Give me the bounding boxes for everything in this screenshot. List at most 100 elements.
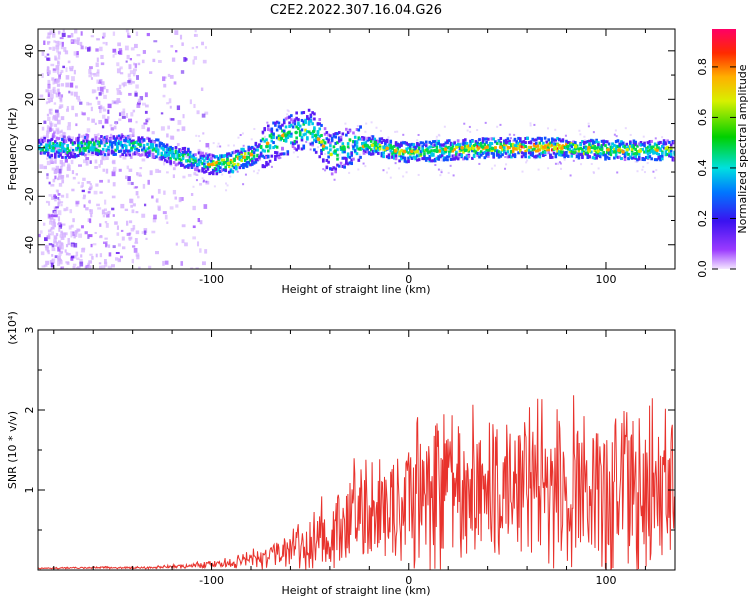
heatmap-noise-cell <box>244 173 247 176</box>
heatmap-ridge-cell <box>240 147 243 151</box>
heatmap-ridge-cell <box>291 125 295 129</box>
heatmap-noise-cell <box>107 116 110 120</box>
snr-xtick-label: 0 <box>405 574 412 587</box>
heatmap-ridge-cell <box>77 136 80 140</box>
heatmap-ridge-cell <box>664 152 668 156</box>
heatmap-noise-cell <box>77 99 81 102</box>
heatmap-noise-cell <box>50 214 54 219</box>
heatmap-ridge-cell <box>513 144 517 148</box>
heatmap-ridge-cell <box>643 141 646 145</box>
heatmap-noise-cell <box>354 134 357 137</box>
heatmap-noise-cell <box>597 167 600 170</box>
heatmap-noise-cell <box>86 101 90 106</box>
heatmap-noise-cell <box>130 112 134 117</box>
heatmap-noise-cell <box>333 178 336 181</box>
heatmap-ridge-cell <box>247 160 251 164</box>
heatmap-ridge-cell <box>103 135 107 139</box>
heatmap-noise-cell <box>76 95 80 100</box>
heatmap-ridge-cell <box>504 143 508 147</box>
heatmap-noise-cell <box>170 118 175 121</box>
heatmap-noise-cell <box>100 81 105 86</box>
heatmap-noise-cell <box>70 32 74 38</box>
heatmap-ridge-cell <box>565 146 568 150</box>
heatmap-ridge-cell <box>483 156 487 160</box>
heatmap-ridge-cell <box>82 152 85 156</box>
heatmap-ridge-cell <box>605 140 609 144</box>
heatmap-ridge-cell <box>178 150 181 154</box>
heatmap-ridge-cell <box>424 156 428 160</box>
heatmap-noise-cell <box>152 58 156 63</box>
heatmap-ridge-cell <box>536 136 540 140</box>
heatmap-ridge-cell <box>323 127 327 131</box>
heatmap-ridge-cell <box>188 155 192 159</box>
heatmap-ridge-cell <box>400 143 403 147</box>
heatmap-noise-cell <box>92 243 97 246</box>
heatmap-ridge-cell <box>538 136 542 140</box>
heatmap-ridge-cell <box>174 149 178 153</box>
heatmap-ridge-cell <box>648 155 652 159</box>
heatmap-peak <box>464 148 468 152</box>
heatmap-noise-cell <box>202 132 205 135</box>
heatmap-noise-cell <box>71 76 75 82</box>
heatmap-ridge-cell <box>435 157 439 161</box>
heatmap-noise-cell <box>192 225 196 229</box>
heatmap-noise-cell <box>119 50 123 55</box>
heatmap-noise-cell <box>55 138 59 142</box>
heatmap-ridge-cell <box>309 115 313 119</box>
heatmap-ridge-cell <box>558 153 561 157</box>
heatmap-noise-cell <box>193 34 197 37</box>
heatmap-ridge-cell <box>339 138 343 142</box>
heatmap-noise-cell <box>169 135 174 140</box>
heatmap-noise-cell <box>130 181 134 186</box>
heatmap-ridge-cell <box>169 145 172 149</box>
heatmap-noise-cell <box>63 132 67 135</box>
heatmap-ridge-cell <box>114 142 117 146</box>
heatmap-peak <box>333 149 337 153</box>
heatmap-ridge-cell <box>245 161 249 165</box>
heatmap-ridge-cell <box>137 142 140 146</box>
heatmap-ridge-cell <box>636 158 639 162</box>
heatmap-ridge-cell <box>321 139 325 143</box>
heatmap-noise-cell <box>163 190 166 195</box>
heatmap-ridge-cell <box>50 145 54 149</box>
heatmap-ridge-cell <box>499 151 503 155</box>
heatmap-ridge-cell <box>572 140 575 144</box>
heatmap-noise-cell <box>193 172 197 176</box>
heatmap-ridge-cell <box>598 151 602 155</box>
heatmap-ridge-cell <box>314 136 318 140</box>
heatmap-ridge-cell <box>151 155 155 159</box>
heatmap-ridge-cell <box>85 139 89 143</box>
heatmap-ridge-cell <box>510 150 513 154</box>
heatmap-ridge-cell <box>604 140 607 144</box>
heatmap-noise-cell <box>73 69 76 75</box>
heatmap-ridge-cell <box>55 143 59 147</box>
heatmap-noise-cell <box>337 156 340 159</box>
heatmap-noise-cell <box>75 39 79 45</box>
heatmap-ridge-cell <box>391 145 394 149</box>
heatmap-ridge-cell <box>380 153 384 157</box>
heatmap-ridge-cell <box>414 157 417 161</box>
heatmap-noise-cell <box>55 40 58 44</box>
heatmap-ridge-cell <box>288 115 291 119</box>
heatmap-ridge-cell <box>666 152 669 156</box>
heatmap-noise-cell <box>504 167 507 170</box>
heatmap-ridge-cell <box>318 118 322 122</box>
heatmap-ridge-cell <box>563 155 566 159</box>
heatmap-ridge-cell <box>361 136 364 140</box>
heatmap-ridge-cell <box>566 147 570 151</box>
heatmap-ridge-cell <box>84 146 87 150</box>
heatmap-ridge-cell <box>384 147 387 151</box>
heatmap-ridge-cell <box>249 147 252 151</box>
heatmap-ridge-cell <box>263 149 267 153</box>
heatmap-ridge-cell <box>38 139 41 143</box>
heatmap-ridge-cell <box>336 157 339 161</box>
heatmap-noise-cell <box>64 232 68 236</box>
heatmap-ridge-cell <box>424 144 428 148</box>
heatmap-ridge-cell <box>139 153 142 157</box>
heatmap-ridge-cell <box>662 146 666 150</box>
heatmap-peak <box>294 130 298 135</box>
heatmap-ridge-cell <box>527 148 531 152</box>
heatmap-ridge-cell <box>290 114 293 118</box>
spectrogram-ytick-label: -20 <box>23 187 36 205</box>
heatmap-ridge-cell <box>206 167 210 171</box>
